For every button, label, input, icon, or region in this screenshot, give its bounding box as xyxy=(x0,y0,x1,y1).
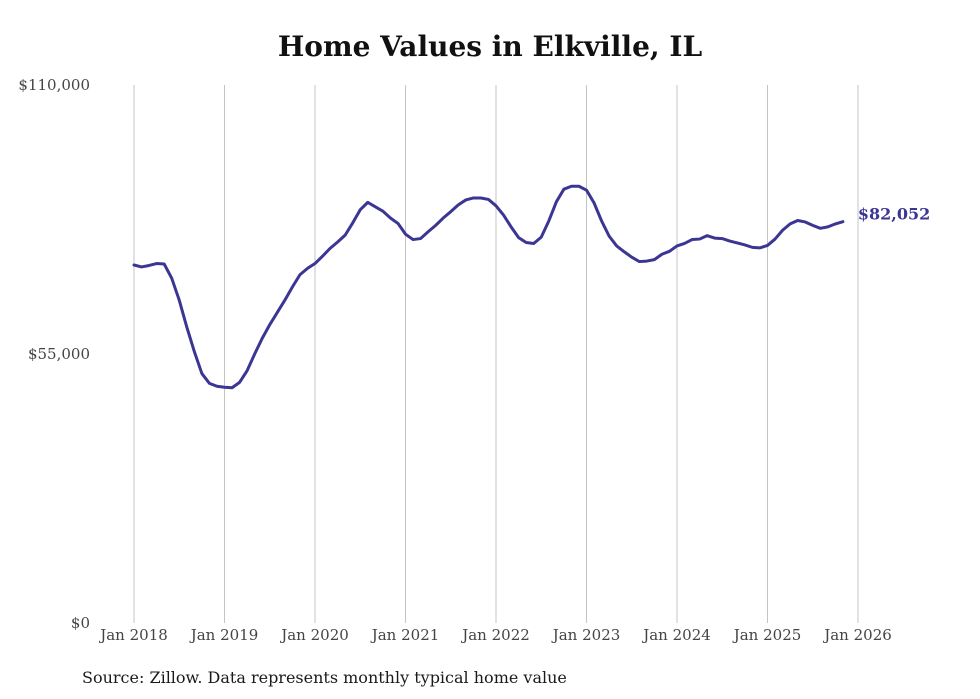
y-tick-label: $55,000 xyxy=(28,345,90,363)
y-tick-label: $110,000 xyxy=(18,76,90,94)
x-tick-label: Jan 2019 xyxy=(189,626,259,644)
x-tick-label: Jan 2022 xyxy=(460,626,530,644)
y-tick-label: $0 xyxy=(71,614,90,632)
x-tick-label: Jan 2025 xyxy=(732,626,802,644)
grid-lines xyxy=(133,85,859,623)
x-tick-label: Jan 2021 xyxy=(370,626,440,644)
x-tick-label: Jan 2018 xyxy=(98,626,168,644)
x-tick-label: Jan 2024 xyxy=(641,626,711,644)
end-value-label: $82,052 xyxy=(858,205,930,224)
y-axis-ticks: $0 $55,000 $110,000 xyxy=(18,76,90,632)
x-tick-label: Jan 2020 xyxy=(279,626,349,644)
x-tick-label: Jan 2026 xyxy=(822,626,892,644)
source-note: Source: Zillow. Data represents monthly … xyxy=(82,668,567,687)
x-axis-ticks: Jan 2018 Jan 2019 Jan 2020 Jan 2021 Jan 2022… xyxy=(98,626,892,644)
x-tick-label: Jan 2023 xyxy=(551,626,621,644)
chart-title: Home Values in Elkville, IL xyxy=(277,30,703,63)
series-line xyxy=(132,184,845,390)
